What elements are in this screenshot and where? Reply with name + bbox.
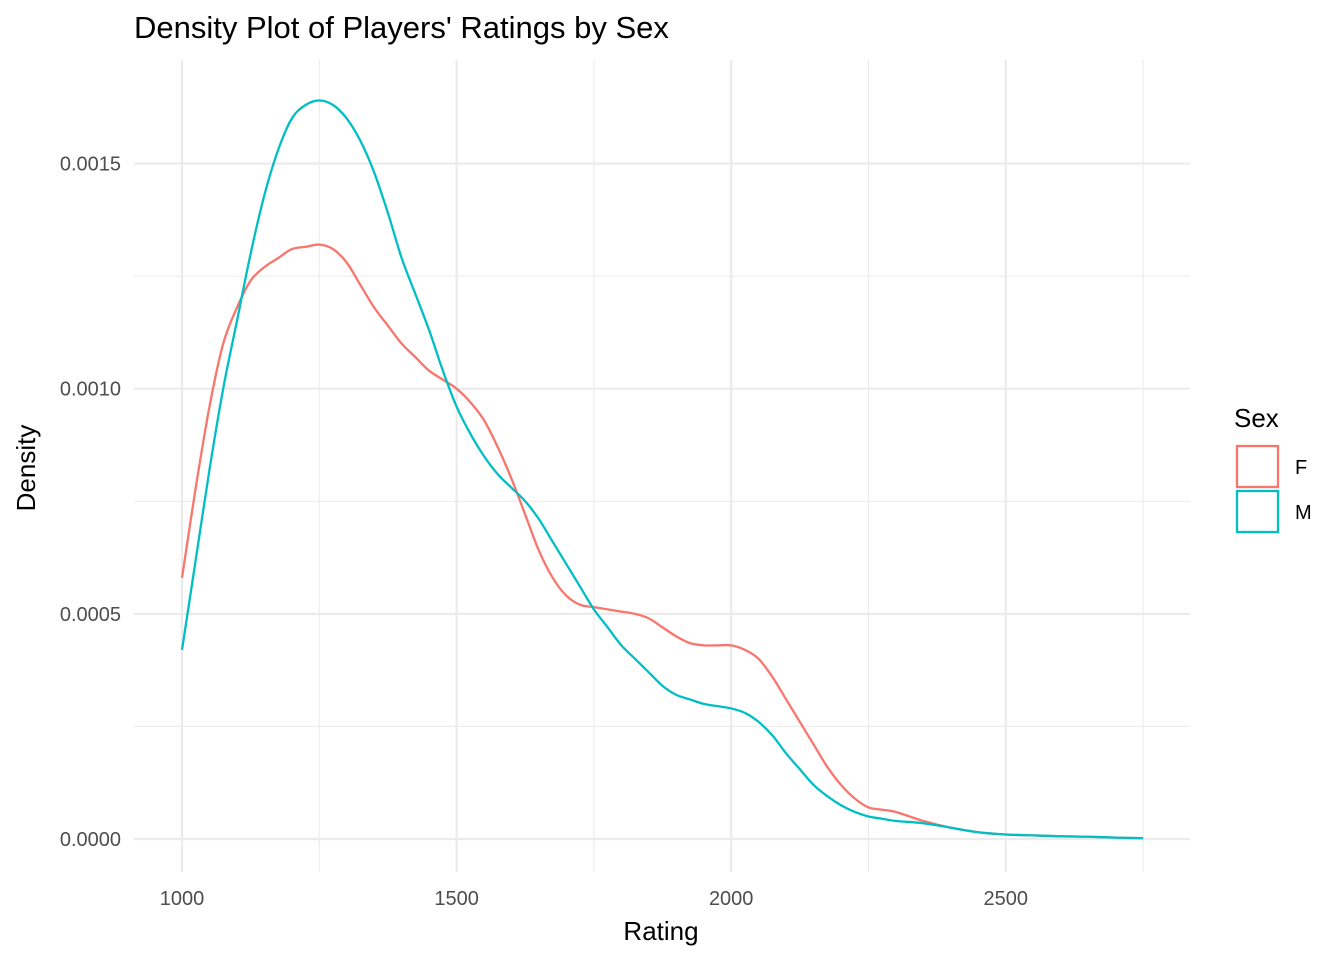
x-axis-title: Rating	[623, 916, 698, 946]
x-axis-ticks: 1000 1500 2000 2500	[160, 888, 1028, 910]
legend-key-f	[1235, 444, 1280, 489]
legend-label-m: M	[1295, 502, 1312, 524]
series-line-f	[180, 243, 1144, 840]
x-tick-label: 1000	[160, 888, 205, 910]
x-tick-label: 2000	[709, 888, 754, 910]
y-tick-label: 0.0000	[60, 829, 121, 851]
x-tick-label: 1500	[434, 888, 479, 910]
y-tick-label: 0.0015	[60, 154, 121, 176]
chart-title: Density Plot of Players' Ratings by Sex	[134, 10, 669, 45]
legend-label-f: F	[1295, 457, 1307, 479]
series-line-m	[180, 99, 1144, 840]
y-tick-label: 0.0005	[60, 604, 121, 626]
y-tick-label: 0.0010	[60, 379, 121, 401]
legend-entries: FM	[1235, 444, 1312, 534]
y-axis-ticks: 0.0000 0.0005 0.0010 0.0015	[60, 154, 121, 851]
legend-key-m	[1235, 489, 1280, 534]
y-axis-title: Density	[11, 425, 41, 512]
grid-lines	[134, 60, 1190, 872]
x-tick-label: 2500	[984, 888, 1029, 910]
legend-title: Sex	[1234, 403, 1279, 433]
series-lines	[180, 99, 1144, 840]
legend: Sex FM	[1234, 403, 1312, 534]
